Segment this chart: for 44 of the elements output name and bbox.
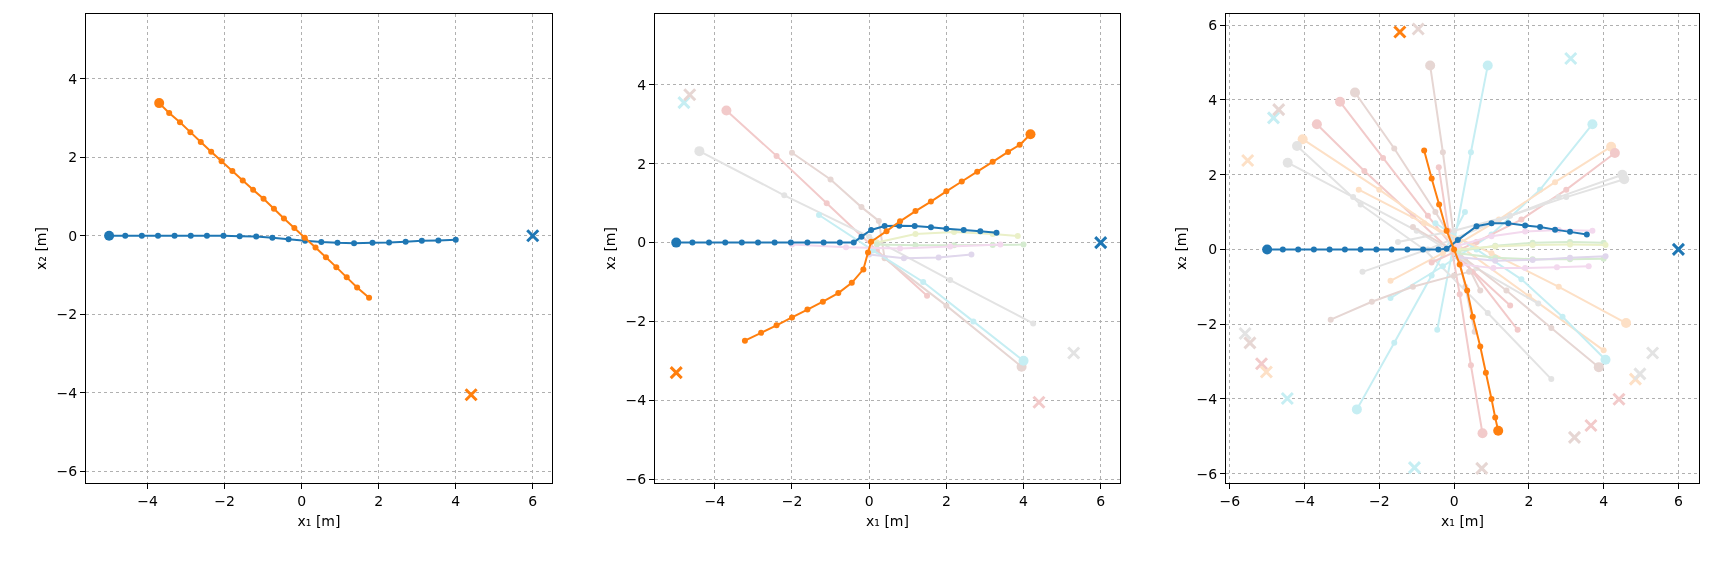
x-tick-label: 2 [941, 492, 951, 509]
x-tick-label: 0 [864, 492, 874, 509]
x-axis-title: x₁ [m] [297, 513, 341, 530]
y-tick-label: −2 [56, 306, 78, 323]
x-tick-label: −6 [1219, 492, 1241, 509]
y-tick-label: −4 [625, 392, 647, 409]
x-tick-label: 0 [297, 492, 307, 509]
y-tick-label: 2 [68, 149, 78, 166]
x-tick-label: 4 [1599, 492, 1609, 509]
y-tick-label: 0 [68, 227, 78, 244]
x-tick-label: 0 [1449, 492, 1459, 509]
y-tick-label: 4 [1208, 91, 1218, 108]
y-tick-label: −6 [1196, 465, 1218, 482]
x-tick-label: 2 [374, 492, 384, 509]
x-tick-label: −4 [704, 492, 726, 509]
y-tick-label: −2 [1196, 316, 1218, 333]
y-tick-label: 0 [637, 234, 647, 251]
y-tick-label: 2 [637, 155, 647, 172]
x-tick-label: 4 [1019, 492, 1029, 509]
x-tick-label: 4 [451, 492, 461, 509]
y-tick-label: 4 [68, 70, 78, 87]
x-axis-title: x₁ [m] [866, 513, 909, 530]
x-tick-label: −2 [1368, 492, 1390, 509]
y-tick-label: 2 [1208, 166, 1218, 183]
y-tick-label: 6 [1208, 17, 1218, 34]
y-tick-label: −4 [56, 384, 78, 401]
y-axis-title: x₂ [m] [33, 227, 50, 270]
x-tick-label: −2 [214, 492, 235, 509]
y-tick-label: −6 [56, 463, 78, 480]
x-axis-title: x₁ [m] [1441, 513, 1484, 530]
x-tick-label: 6 [1673, 492, 1683, 509]
x-tick-label: 6 [1096, 492, 1106, 509]
x-tick-label: −4 [137, 492, 159, 509]
y-axis-title: x₂ [m] [1173, 227, 1190, 270]
x-tick-label: 6 [528, 492, 538, 509]
x-tick-label: −2 [781, 492, 803, 509]
y-tick-label: −2 [625, 313, 647, 330]
y-axis-title: x₂ [m] [602, 227, 619, 270]
y-tick-label: 4 [637, 76, 647, 93]
y-tick-label: −6 [625, 470, 647, 487]
y-tick-label: 0 [1208, 241, 1218, 258]
x-tick-label: 2 [1524, 492, 1534, 509]
y-tick-label: −4 [1196, 390, 1218, 407]
x-tick-label: −4 [1294, 492, 1315, 509]
